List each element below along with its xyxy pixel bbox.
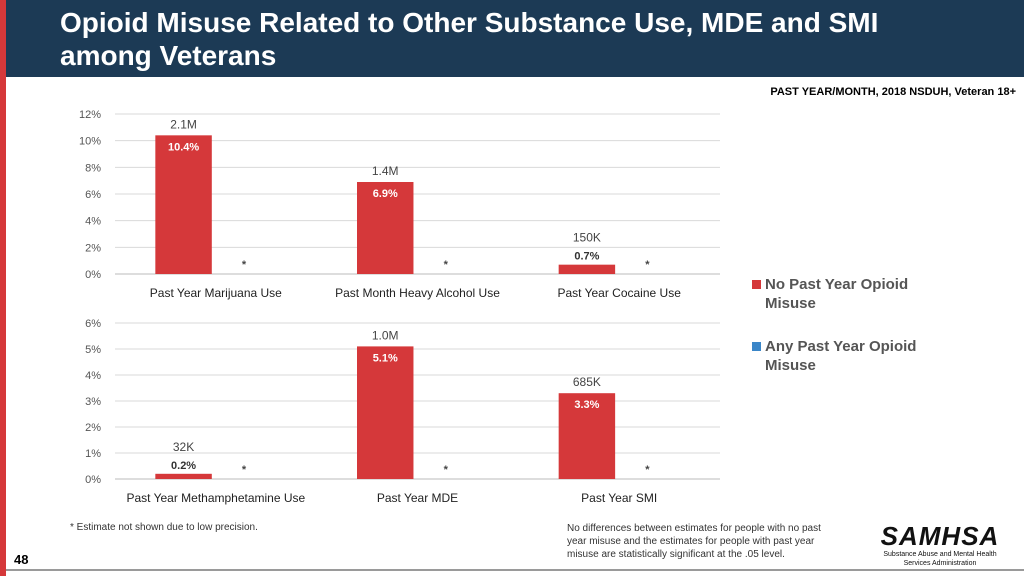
y-tick-label: 6%	[85, 318, 101, 330]
bar-no-misuse	[558, 393, 616, 479]
logo-subtitle-line: Services Administration	[903, 560, 977, 567]
asterisk-any-misuse: *	[645, 259, 650, 271]
y-tick-label: 0%	[85, 269, 101, 281]
y-tick-label: 4%	[85, 216, 101, 228]
note-line: No differences between estimates for peo…	[567, 523, 821, 534]
legend-label-no-misuse: No Past Year Opioid Misuse	[765, 276, 909, 312]
significance-note: No differences between estimates for peo…	[567, 522, 857, 561]
slide-title: Opioid Misuse Related to Other Substance…	[60, 7, 879, 71]
y-tick-label: 6%	[85, 189, 101, 201]
bottom-divider	[6, 569, 1024, 571]
category-label: Past Year Cocaine Use	[557, 286, 681, 300]
legend-swatch-no-misuse	[752, 280, 761, 289]
y-tick-label: 8%	[85, 162, 101, 174]
asterisk-any-misuse: *	[242, 464, 247, 476]
asterisk-any-misuse: *	[444, 464, 449, 476]
note-line: misuse are statistically significant at …	[567, 549, 785, 560]
bar-no-misuse	[558, 264, 616, 274]
asterisk-any-misuse: *	[645, 464, 650, 476]
bar-count-label: 1.4M	[372, 164, 399, 178]
legend-swatch-any-misuse	[752, 342, 761, 351]
bar-count-label: 32K	[173, 440, 194, 454]
asterisk-any-misuse: *	[242, 259, 247, 271]
y-tick-label: 12%	[79, 109, 101, 121]
bar-value-label: 10.4%	[168, 141, 199, 153]
category-label: Past Month Heavy Alcohol Use	[335, 286, 500, 300]
y-tick-label: 2%	[85, 242, 101, 254]
chart-top: 0% 2% 4% 6% 8% 10% 12% 10.4% 2.1M * Past Year Mari…	[79, 109, 720, 300]
bar-value-label: 6.9%	[373, 188, 398, 200]
samhsa-logo: SAMHSA Substance Abuse and Mental Health…	[880, 522, 1000, 568]
y-tick-label: 4%	[85, 370, 101, 382]
category-label: Past Year SMI	[581, 491, 657, 505]
bar-no-misuse	[155, 473, 212, 479]
legend-item-no-misuse: No Past Year Opioid Misuse	[752, 275, 952, 313]
bar-count-label: 685K	[573, 375, 601, 389]
data-source-label: PAST YEAR/MONTH, 2018 NSDUH, Veteran 18+	[770, 86, 1016, 98]
left-accent-bar	[0, 0, 6, 576]
y-tick-label: 5%	[85, 344, 101, 356]
bar-count-label: 1.0M	[372, 328, 399, 342]
category-label: Past Year MDE	[377, 491, 458, 505]
asterisk-any-misuse: *	[444, 259, 449, 271]
logo-wordmark: SAMHSA	[880, 521, 1000, 551]
bar-count-label: 2.1M	[170, 117, 197, 131]
bar-value-label: 3.3%	[574, 399, 599, 411]
bar-no-misuse	[155, 135, 212, 274]
bar-value-label: 5.1%	[373, 352, 398, 364]
chart-bottom: 0% 1% 2% 3% 4% 5% 6% 0.2% 32K * Past Year Methamph…	[85, 318, 720, 505]
category-label: Past Year Methamphetamine Use	[126, 491, 305, 505]
bar-value-label: 0.7%	[574, 251, 599, 263]
bar-no-misuse	[357, 182, 414, 274]
legend-item-any-misuse: Any Past Year Opioid Misuse	[752, 337, 952, 375]
title-banner	[6, 0, 1024, 77]
bar-value-label: 0.2%	[171, 460, 196, 472]
y-tick-label: 3%	[85, 396, 101, 408]
bar-no-misuse	[357, 346, 414, 479]
category-label: Past Year Marijuana Use	[150, 286, 282, 300]
note-line: year misuse and the estimates for people…	[567, 536, 815, 547]
y-tick-label: 10%	[79, 136, 101, 148]
logo-subtitle-line: Substance Abuse and Mental Health	[883, 551, 997, 558]
page-number: 48	[14, 552, 29, 567]
legend-label-any-misuse: Any Past Year Opioid Misuse	[765, 338, 917, 374]
y-tick-label: 1%	[85, 448, 101, 460]
bar-count-label: 150K	[573, 231, 601, 245]
y-tick-label: 2%	[85, 422, 101, 434]
y-tick-label: 0%	[85, 474, 101, 486]
footnote: * Estimate not shown due to low precisio…	[70, 522, 258, 533]
